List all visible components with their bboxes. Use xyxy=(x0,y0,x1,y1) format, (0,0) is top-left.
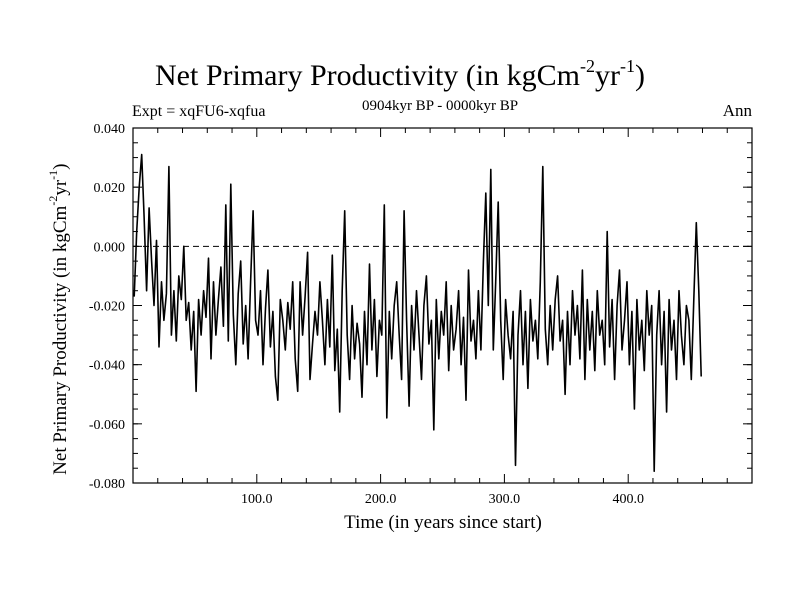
x-tick-label: 200.0 xyxy=(365,492,397,507)
x-tick-label: 300.0 xyxy=(489,492,521,507)
x-tick-label: 400.0 xyxy=(612,492,644,507)
x-tick-label: 100.0 xyxy=(241,492,273,507)
season-label: Ann xyxy=(722,101,752,120)
series-line-0 xyxy=(133,153,702,473)
experiment-label: Expt = xqFU6-xqfua xyxy=(132,103,266,120)
y-axis-label: Net Primary Productivity (in kgCm-2yr-1) xyxy=(45,163,72,475)
x-axis-label: Time (in years since start) xyxy=(344,512,542,533)
y-tick-label: -0.080 xyxy=(89,477,125,492)
y-tick-label: 0.000 xyxy=(94,240,126,255)
y-tick-label: 0.040 xyxy=(94,122,126,137)
chart-subtitle: 0904kyr BP - 0000kyr BP xyxy=(361,98,519,114)
y-tick-label: 0.020 xyxy=(94,181,126,196)
y-tick-label: -0.040 xyxy=(89,359,125,374)
y-tick-label: -0.060 xyxy=(89,418,125,433)
chart-title: Net Primary Productivity (in kgCm-2yr-1) xyxy=(155,56,645,92)
y-tick-label: -0.020 xyxy=(89,300,125,315)
